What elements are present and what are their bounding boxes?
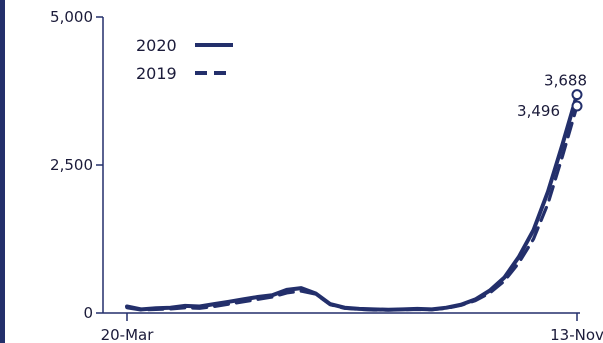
- chart-legend: 2020 2019: [136, 36, 233, 83]
- series-end-point-2019: [571, 100, 583, 112]
- left-border-bar: [0, 0, 5, 343]
- series-end-point-2020: [571, 89, 583, 101]
- series-layer: [125, 89, 583, 312]
- legend-label-2020: 2020: [136, 36, 177, 55]
- y-tick-label: 5,000: [50, 8, 93, 26]
- series-line-2019: [125, 104, 579, 312]
- x-tick-label: 20-Mar: [101, 326, 155, 343]
- y-tick-label: 2,500: [50, 156, 93, 174]
- data-labels: 3,688 3,496: [517, 72, 587, 120]
- legend-label-2019: 2019: [136, 64, 177, 83]
- end-label-2019: 3,496: [517, 102, 560, 120]
- end-label-2020: 3,688: [544, 72, 587, 90]
- y-tick-label: 0: [83, 304, 93, 322]
- chart-axes: 0 2,500 5,000 20-Mar 13-Nov: [50, 8, 603, 343]
- x-tick-label: 13-Nov: [550, 326, 603, 343]
- series-line-2020: [125, 92, 579, 312]
